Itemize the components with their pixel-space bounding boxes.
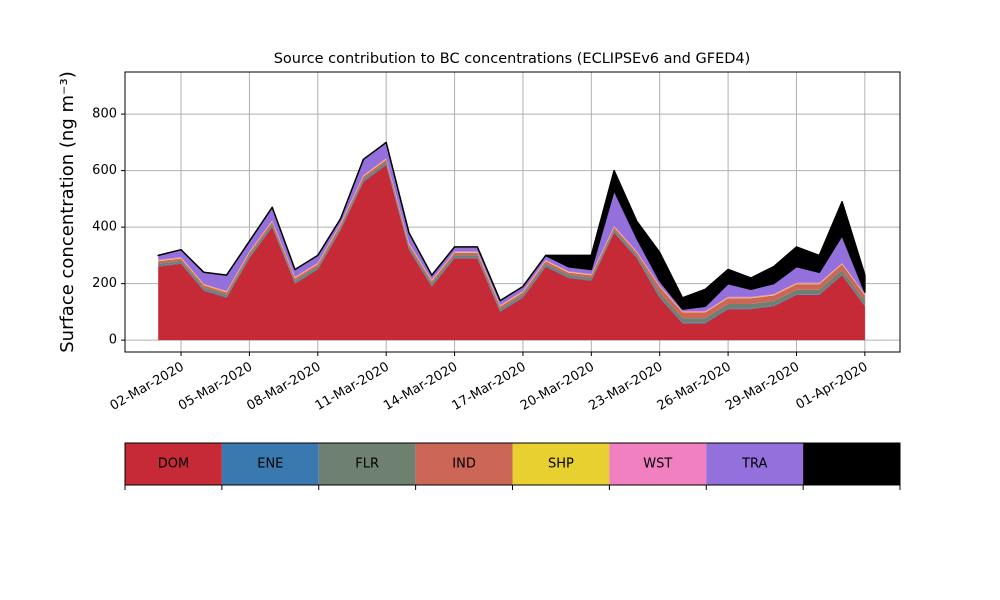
area	[157, 141, 866, 310]
legend-swatch	[512, 443, 610, 485]
chart-title: Source contribution to BC concentrations…	[274, 51, 751, 67]
y-axis-label: Surface concentration (ng m⁻³)	[57, 71, 78, 353]
x-tick-label: 23-Mar-2020	[586, 360, 665, 414]
x-tick-label: 01-Apr-2020	[793, 360, 870, 413]
legend-swatch	[415, 443, 513, 485]
x-tick-label: 02-Mar-2020	[108, 360, 187, 414]
x-tick-label: 26-Mar-2020	[655, 360, 734, 414]
y-tick-label: 200	[92, 276, 117, 291]
x-tick-label: 17-Mar-2020	[450, 360, 529, 414]
legend-label: DOM	[158, 457, 189, 472]
x-tick-label: 29-Mar-2020	[723, 360, 802, 414]
plot-frame	[124, 71, 901, 353]
legend-swatch	[125, 443, 222, 485]
legend-swatch	[609, 443, 707, 485]
legend-label: IND	[452, 457, 476, 472]
x-tick-label: 05-Mar-2020	[176, 360, 255, 414]
legend-swatch	[318, 443, 416, 485]
y-tick-label: 400	[92, 220, 117, 235]
legend-label: BB	[843, 457, 861, 472]
legend-swatch	[803, 443, 900, 485]
legend-swatch	[221, 443, 319, 485]
legend-swatch	[706, 443, 804, 485]
x-tick-label: 14-Mar-2020	[381, 360, 460, 414]
x-tick-label: 08-Mar-2020	[244, 360, 323, 414]
legend-label: ENE	[257, 457, 283, 472]
y-tick-label: 0	[109, 333, 117, 348]
legend-label: SHP	[548, 457, 574, 472]
area	[158, 165, 865, 341]
legend-label: TRA	[741, 457, 767, 472]
y-tick-label: 800	[92, 107, 117, 122]
x-tick-label: 11-Mar-2020	[313, 360, 392, 414]
x-tick-label: 20-Mar-2020	[518, 360, 597, 414]
y-tick-label: 600	[92, 163, 117, 178]
legend-label: WST	[643, 457, 672, 472]
legend-label: FLR	[355, 457, 379, 472]
